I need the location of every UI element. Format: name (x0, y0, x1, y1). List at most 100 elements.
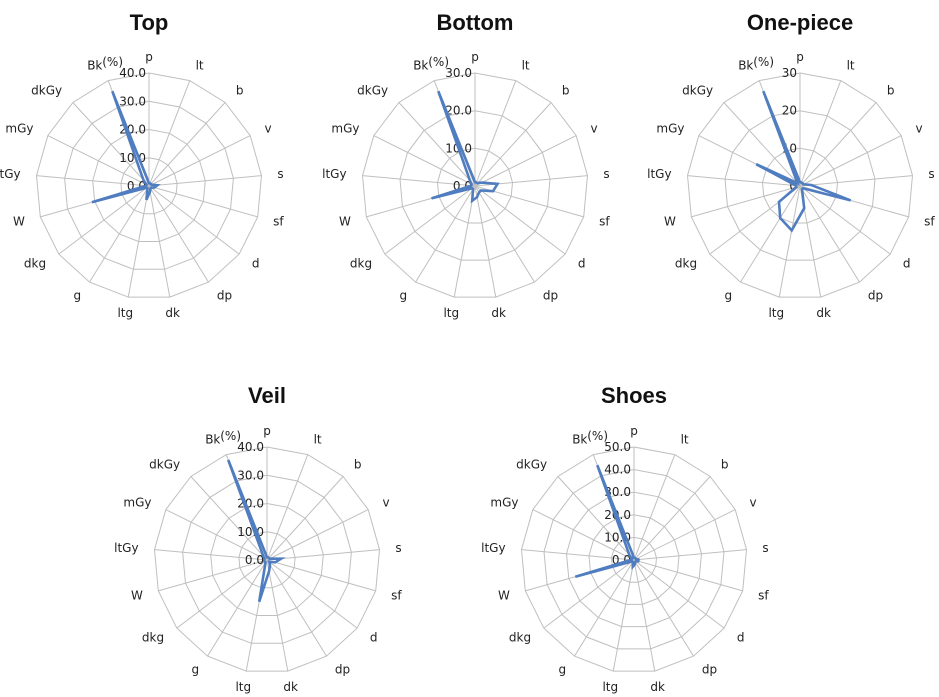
veil-spoke (266, 559, 358, 629)
veil-spoke (266, 476, 344, 561)
veil-grid-ring (210, 502, 324, 616)
one-piece-spoke (799, 175, 913, 187)
shoes-spoke (633, 509, 736, 561)
shoes-tick-label: 50.0 (604, 440, 631, 454)
one-piece-tick-label: 30 (782, 66, 797, 80)
veil-axis-label-mgy: mGy (123, 496, 151, 510)
veil-axis-label-dkg: dkg (142, 631, 164, 645)
top-tick-label: 30.0 (119, 94, 146, 108)
one-piece-axis-label-lt: lt (847, 59, 855, 73)
veil-axis-label-lt: lt (314, 433, 322, 447)
one-piece-axis-label-bk: Bk (738, 59, 753, 73)
bottom-axis-label-s: s (603, 167, 609, 181)
bottom-axis-label-dkg: dkg (350, 257, 372, 271)
top-spoke (148, 185, 240, 255)
shoes-spoke (521, 549, 635, 561)
top-axis-label-mgy: mGy (5, 122, 33, 136)
bottom-chart-title: Bottom (437, 10, 514, 35)
veil-spoke (266, 509, 369, 561)
one-piece-grid-ring (686, 72, 914, 298)
one-piece-grid-ring (761, 147, 839, 224)
veil-axis-label-sf: sf (391, 588, 402, 602)
veil-axis-label-bk: Bk (205, 433, 220, 447)
one-piece-tick-label: 20 (782, 104, 797, 118)
top-axis-label-w: W (13, 214, 25, 228)
bottom-grid-ring (361, 72, 589, 298)
shoes-axis-label-w: W (498, 588, 510, 602)
veil-axis-label-b: b (354, 458, 362, 472)
shoes-spoke (633, 559, 656, 672)
bottom-spoke (474, 185, 497, 298)
bottom-tick-label: 30.0 (445, 66, 472, 80)
top-spoke (148, 80, 191, 187)
veil-spoke (158, 559, 268, 592)
one-piece-axis-label-ltgy: ltGy (647, 167, 671, 181)
bottom-spoke (474, 185, 566, 255)
veil-axis-label-ltgy: ltGy (114, 541, 138, 555)
bottom-axis-label-sf: sf (599, 214, 610, 228)
veil-axis-label-dk: dk (283, 680, 298, 694)
shoes-axis-label-s: s (762, 541, 768, 555)
shoes-axis-label-sf: sf (758, 588, 769, 602)
bottom-axis-label-ltgy: ltGy (322, 167, 346, 181)
veil-axis-label-dkgy: dkGy (149, 458, 180, 472)
veil-grid-ring (238, 531, 296, 589)
top-axis-label-d: d (252, 257, 260, 271)
shoes-spoke (633, 559, 725, 629)
bottom-spoke (373, 135, 476, 187)
one-piece-spoke (691, 185, 801, 218)
one-piece-axis-label-d: d (903, 257, 911, 271)
veil-axis-label-s: s (395, 541, 401, 555)
bottom-axis-label-dkgy: dkGy (357, 84, 388, 98)
veil-axis-label-d: d (370, 631, 378, 645)
veil-spoke (190, 476, 268, 561)
one-piece-axis-label-ltg: ltg (768, 306, 784, 320)
shoes-spoke (633, 454, 676, 561)
veil-unit-label: (%) (220, 429, 241, 443)
veil-axis-label-g: g (191, 663, 199, 677)
top-unit-label: (%) (102, 55, 123, 69)
veil-series-line (226, 459, 286, 603)
shoes-axis-label-g: g (558, 663, 566, 677)
one-piece-axis-label-s: s (928, 167, 934, 181)
top-grid-ring (120, 157, 178, 215)
veil-tick-label: 40.0 (237, 440, 264, 454)
one-piece-tick-label: 0 (789, 179, 797, 193)
veil-axis-label-p: p (263, 424, 271, 438)
top-spoke (148, 102, 226, 187)
shoes-radar-chart: ShoespltbvssfddpdkltggdkgWltGymGydkGyBk0… (481, 383, 769, 694)
top-spoke (148, 185, 209, 283)
top-axis-label-dkgy: dkGy (31, 84, 62, 98)
shoes-spoke (633, 559, 694, 657)
shoes-spoke (574, 559, 635, 657)
one-piece-axis-label-g: g (724, 289, 732, 303)
shoes-grid-ring (588, 514, 680, 605)
top-spoke (148, 185, 258, 218)
top-spoke (127, 185, 150, 298)
shoes-spoke (557, 476, 635, 561)
top-axis-label-dk: dk (165, 306, 180, 320)
top-grid-ring (92, 128, 206, 242)
shoes-axis-label-v: v (750, 496, 757, 510)
one-piece-grid-ring (724, 110, 876, 261)
top-spoke (148, 185, 171, 298)
bottom-spoke (453, 185, 476, 298)
bottom-axis-label-mgy: mGy (331, 122, 359, 136)
shoes-spoke (543, 559, 635, 629)
one-piece-axis-label-mgy: mGy (656, 122, 684, 136)
one-piece-spoke (778, 185, 801, 298)
top-axis-label-ltg: ltg (117, 306, 133, 320)
veil-axis-label-dp: dp (335, 663, 350, 677)
top-axis-label-s: s (277, 167, 283, 181)
top-axis-label-b: b (236, 84, 244, 98)
bottom-grid-ring (436, 147, 514, 224)
veil-tick-label: 0.0 (245, 553, 264, 567)
veil-grid-ring (153, 446, 381, 672)
top-axis-label-v: v (265, 122, 272, 136)
one-piece-spoke (799, 102, 877, 187)
veil-chart-title: Veil (248, 383, 286, 408)
veil-tick-label: 30.0 (237, 468, 264, 482)
top-radar-chart: ToppltbvssfddpdkltggdkgWltGymGydkGyBk0.0… (0, 10, 284, 320)
